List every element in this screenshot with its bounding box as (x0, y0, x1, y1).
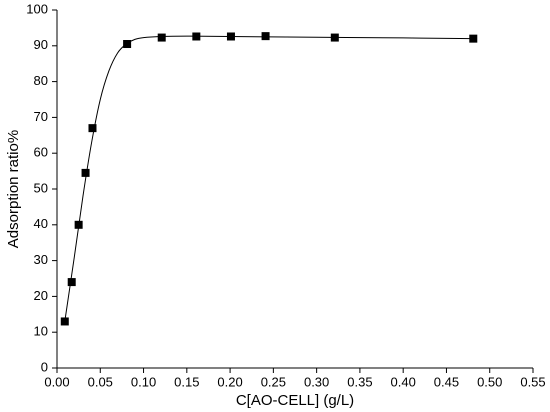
x-tick-label: 0.00 (44, 374, 69, 389)
data-point (67, 278, 76, 287)
y-tick-label: 0 (41, 359, 48, 374)
data-point (261, 32, 270, 41)
x-axis-label: C[AO-CELL] (g/L) (236, 392, 354, 409)
data-point (469, 34, 478, 43)
y-tick-label: 10 (34, 324, 48, 339)
y-tick-label: 40 (34, 216, 48, 231)
x-tick-label: 0.40 (391, 374, 416, 389)
data-point (88, 124, 97, 133)
x-tick-label: 0.25 (261, 374, 286, 389)
y-tick-label: 50 (34, 180, 48, 195)
y-tick-label: 80 (34, 73, 48, 88)
data-point (123, 40, 132, 49)
y-tick-label: 20 (34, 288, 48, 303)
x-tick-label: 0.20 (217, 374, 242, 389)
x-tick-label: 0.30 (304, 374, 329, 389)
x-tick-label: 0.55 (520, 374, 545, 389)
y-tick-label: 90 (34, 37, 48, 52)
data-point (81, 168, 90, 177)
y-tick-label: 30 (34, 252, 48, 267)
fit-curve (64, 35, 473, 322)
x-tick-label: 0.35 (347, 374, 372, 389)
y-axis-label: Adsorption ratio% (5, 130, 22, 248)
y-tick-label: 70 (34, 109, 48, 124)
data-point (74, 220, 83, 229)
y-tick-label: 60 (34, 145, 48, 160)
data-point (226, 32, 235, 41)
data-point (330, 33, 339, 42)
x-tick-label: 0.50 (477, 374, 502, 389)
data-point (60, 317, 69, 326)
x-tick-label: 0.15 (174, 374, 199, 389)
data-point (192, 32, 201, 41)
x-tick-label: 0.10 (131, 374, 156, 389)
x-tick-label: 0.05 (88, 374, 113, 389)
x-tick-label: 0.45 (434, 374, 459, 389)
data-point (157, 33, 166, 42)
y-tick-label: 100 (26, 1, 48, 16)
